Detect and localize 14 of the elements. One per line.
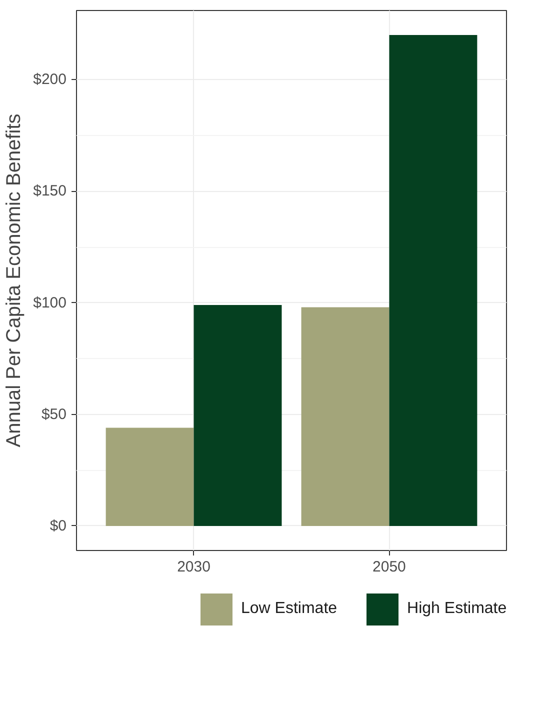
bar — [301, 307, 390, 526]
y-tick-label: $0 — [50, 517, 67, 534]
bar — [194, 305, 282, 526]
legend-label: High Estimate — [407, 600, 507, 618]
x-tick-label: 2050 — [372, 558, 406, 576]
y-tick-label: $150 — [33, 182, 67, 200]
x-tick-label: 2030 — [177, 558, 210, 576]
y-axis-title: Annual Per Capita Economic Benefits — [3, 114, 26, 448]
bar — [389, 35, 478, 526]
legend-label: Low Estimate — [241, 600, 338, 618]
y-tick-label: $100 — [33, 294, 67, 312]
y-tick-label: $200 — [33, 71, 67, 88]
y-tick-label: $50 — [41, 406, 67, 423]
bar — [106, 428, 194, 526]
